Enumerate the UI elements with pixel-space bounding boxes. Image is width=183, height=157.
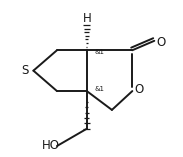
Text: O: O: [156, 36, 165, 49]
Text: HO: HO: [42, 139, 60, 152]
Text: &1: &1: [94, 49, 104, 55]
Text: H: H: [82, 12, 91, 24]
Text: O: O: [134, 83, 143, 96]
Text: &1: &1: [94, 87, 104, 92]
Text: S: S: [22, 64, 29, 77]
